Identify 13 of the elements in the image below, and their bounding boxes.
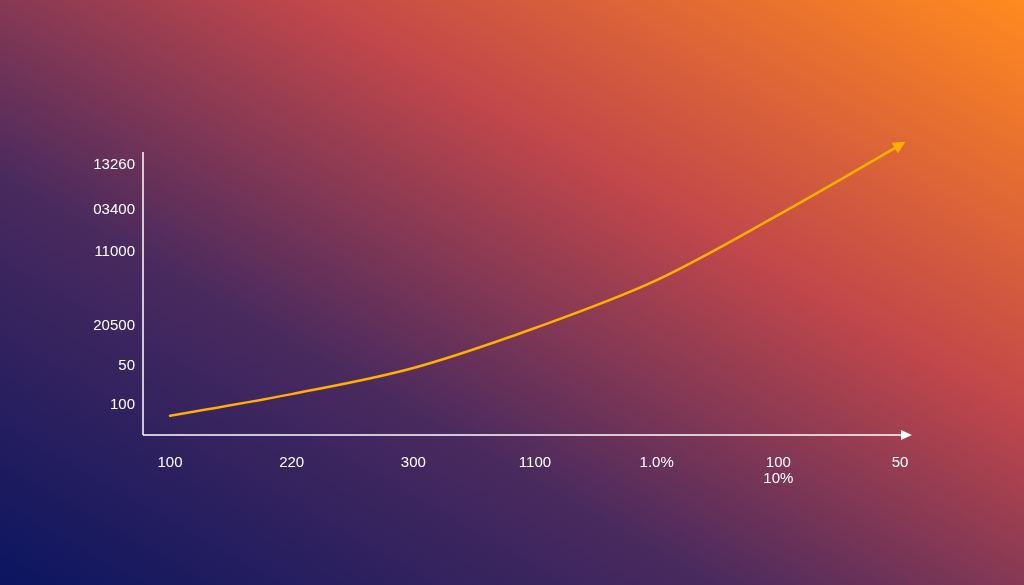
x-tick-label: 50 [891, 453, 909, 470]
x-tick-label: 220 [279, 453, 305, 470]
text: 13260 [93, 154, 135, 172]
x-tick-label: 100 10% [763, 453, 794, 486]
text: 11000 [94, 242, 135, 260]
x-tick-label: 1.0% [639, 453, 674, 470]
text: 100 [109, 395, 135, 413]
x-tick-label: 100 [157, 453, 183, 470]
text: 20500 [93, 315, 135, 333]
x-tick-label: 300 [400, 453, 426, 470]
text: 03400 [93, 199, 135, 217]
x-tick-label: 1100 [518, 453, 552, 470]
text: 50 [118, 355, 135, 373]
